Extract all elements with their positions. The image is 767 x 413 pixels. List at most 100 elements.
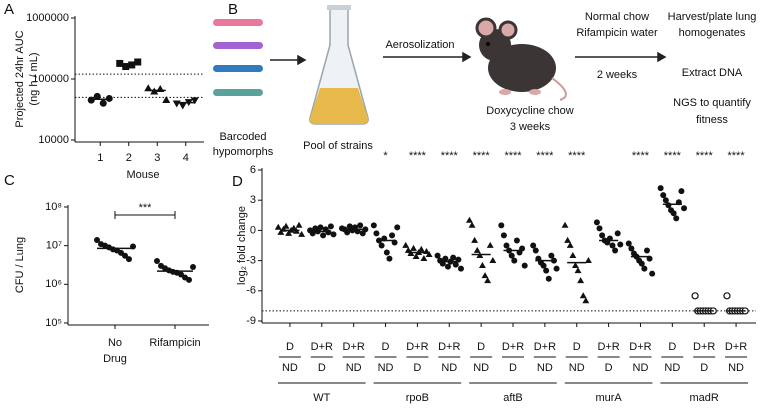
point	[691, 292, 699, 300]
point	[99, 99, 107, 107]
step-text: Barcoded	[219, 131, 266, 143]
point	[94, 237, 100, 244]
point	[511, 257, 518, 264]
x-tick-label: D	[413, 362, 421, 374]
significance: ***	[139, 202, 153, 214]
point	[513, 237, 520, 244]
x-tick-label: D+R	[725, 341, 747, 353]
point	[649, 270, 656, 277]
x-tick-label: Drug	[103, 353, 127, 365]
point	[389, 232, 396, 239]
diagram: B Barcoded hypomorphs Pool of strains Ae…	[213, 1, 757, 158]
x-tick-label: D	[605, 362, 613, 374]
point	[500, 232, 507, 239]
x-tick-label: D+R	[629, 341, 651, 353]
point	[486, 241, 494, 248]
point	[638, 260, 645, 267]
step-text: fitness	[696, 114, 728, 126]
step-text: Aerosolization	[385, 39, 454, 51]
point	[420, 254, 428, 261]
point	[93, 92, 101, 100]
y-axis-label: (ng h / mL)	[28, 52, 40, 105]
significance: ****	[441, 150, 459, 162]
x-tick-label: D	[509, 362, 517, 374]
point	[386, 255, 393, 262]
point	[373, 230, 380, 237]
point	[370, 222, 377, 229]
point	[412, 252, 420, 259]
x-tick-label: 2	[126, 152, 132, 164]
x-tick-label: ND	[441, 362, 457, 374]
point	[425, 250, 433, 257]
point	[678, 188, 685, 195]
panel-letter: B	[228, 1, 238, 18]
point	[548, 252, 555, 259]
point	[582, 297, 590, 304]
point	[122, 252, 128, 259]
point	[566, 241, 574, 248]
y-tick-label: 10⁶	[45, 278, 62, 290]
point	[126, 256, 132, 263]
significance: ****	[536, 150, 554, 162]
step-text: Extract DNA	[682, 67, 743, 79]
point	[122, 63, 130, 71]
point	[357, 222, 364, 229]
x-tick-label: D+R	[343, 341, 365, 353]
point	[681, 205, 688, 212]
significance: ****	[728, 150, 746, 162]
point	[596, 225, 603, 232]
point	[465, 216, 473, 223]
panel-letter: D	[232, 173, 243, 190]
y-tick-label: 100000	[32, 73, 69, 85]
y-tick-label: -6	[246, 285, 256, 297]
point	[609, 242, 616, 249]
point	[478, 262, 486, 269]
point	[662, 197, 669, 204]
point	[599, 232, 606, 239]
significance: ****	[696, 150, 714, 162]
point	[660, 192, 667, 199]
point	[295, 221, 303, 228]
point	[498, 222, 505, 229]
x-tick-label: D+R	[311, 341, 333, 353]
x-tick-label: Rifampicin	[149, 337, 200, 349]
x-tick-label: D	[382, 341, 390, 353]
x-tick-label: D	[668, 341, 676, 353]
point	[344, 229, 351, 236]
point	[484, 277, 492, 284]
x-tick-label: D+R	[438, 341, 460, 353]
point	[327, 223, 334, 230]
point	[285, 229, 293, 236]
x-tick-label: D+R	[693, 341, 715, 353]
point	[404, 246, 412, 253]
point	[442, 255, 449, 262]
panel-letter: C	[4, 172, 15, 189]
flask	[309, 5, 369, 125]
point	[643, 247, 650, 254]
step-text: Rifampicin water	[576, 27, 658, 39]
point	[410, 244, 417, 251]
y-tick-label: 0	[250, 224, 256, 236]
x-tick-label: D	[700, 362, 708, 374]
x-tick-label: ND	[728, 362, 744, 374]
point	[625, 240, 632, 247]
point	[87, 96, 95, 104]
point	[564, 236, 572, 243]
y-tick-label: 6	[250, 164, 256, 176]
significance: *	[383, 150, 388, 162]
y-tick-label: 10⁵	[45, 317, 62, 329]
point	[481, 272, 489, 279]
step-text: 2 weeks	[597, 69, 638, 81]
point	[134, 58, 142, 66]
point	[577, 277, 585, 284]
point	[362, 226, 369, 233]
point	[274, 223, 282, 230]
x-axis-label: Mouse	[126, 169, 159, 181]
y-tick-label: 10000	[38, 134, 69, 146]
y-tick-label: -3	[246, 255, 256, 267]
significance: ****	[664, 150, 682, 162]
x-tick-label: ND	[378, 362, 394, 374]
point	[190, 264, 196, 271]
point	[457, 265, 464, 272]
strain-bar	[213, 42, 263, 49]
